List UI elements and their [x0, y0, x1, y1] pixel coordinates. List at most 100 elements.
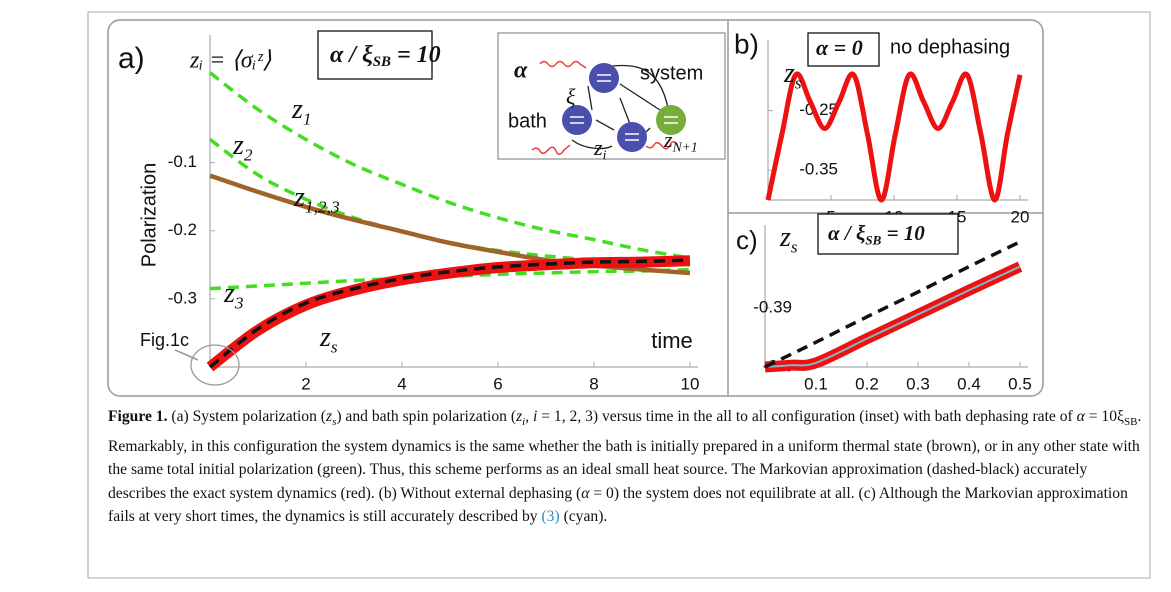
series-line: [208, 71, 691, 260]
y-tick-label: -0.35: [799, 160, 838, 179]
inset-arrows: [571, 64, 669, 150]
series-line: [208, 258, 691, 369]
annotation: Fig.1c: [140, 330, 189, 350]
x-tick-label: 6: [493, 374, 502, 393]
x-tick-label: 0.5: [1008, 374, 1032, 393]
label-text: = 10: [881, 221, 925, 245]
y-tick-label: -0.3: [168, 288, 197, 307]
caption-text: ,: [525, 408, 533, 425]
caption-text: (a) System polarization (: [171, 408, 326, 425]
curve-label: z1: [291, 94, 312, 128]
caption-text: = 1, 2, 3) versus time in the all to all…: [537, 408, 1077, 425]
inset-diagram: α ξ system bath zi zN+1: [497, 32, 726, 163]
curve-label: zs: [783, 58, 802, 92]
plots: 2 4 6 8 10-0.1-0.2-0.3a) zᵢ = ⟨σᵢᶻ⟩ α / ξSB = …: [118, 28, 1032, 393]
inset-label: bath: [508, 110, 547, 132]
label-text: z: [779, 222, 791, 253]
x-tick-label: 2: [301, 374, 310, 393]
label-text: z: [293, 182, 305, 213]
panel-label: c): [736, 225, 758, 255]
label-text: z: [291, 94, 303, 125]
caption-text: α: [1076, 408, 1085, 425]
caption-text: = 10ξ: [1084, 408, 1124, 425]
label-text: α = 0: [816, 35, 863, 60]
caption-text: s: [332, 416, 337, 429]
panel-frame: [107, 19, 1044, 397]
parameter-box: [317, 30, 433, 80]
x-tick-label: 20: [1011, 207, 1030, 226]
label-text: z: [232, 130, 244, 161]
caption-text: i: [533, 408, 538, 425]
series-line: [765, 71, 1023, 203]
inset-label: α: [514, 58, 528, 84]
caption-text: α: [581, 484, 590, 502]
x-tick-label: 10: [681, 374, 700, 393]
caption: Figure 1. (a) System polarization (zs) a…: [108, 405, 1148, 529]
panel-label: a): [118, 42, 145, 75]
caption-text: . Remarkably, in this configuration the …: [108, 408, 1142, 502]
label-subscript: N+1: [672, 140, 698, 155]
curve-label: zs: [319, 322, 338, 356]
curve-label: zs: [779, 222, 798, 256]
label-text: z: [319, 322, 331, 353]
caption-text: z: [516, 408, 523, 425]
system-spin: [656, 105, 686, 135]
caption-text: z: [325, 408, 333, 425]
caption-text: ) and bath spin polarization (: [336, 408, 517, 425]
y-tick-label: -0.2: [168, 220, 197, 239]
parameter-label: α / ξSB = 10: [828, 221, 925, 247]
label-text: z: [663, 127, 673, 152]
label-subscript: s: [795, 73, 802, 92]
curve-label: z3: [223, 278, 244, 312]
label-text: z: [593, 135, 603, 160]
bath-spin: [562, 105, 592, 135]
x-tick-label: 0.4: [957, 374, 981, 393]
inset-label: zN+1: [663, 127, 698, 155]
label-text: z: [223, 278, 235, 309]
panel-label: b): [734, 28, 759, 59]
label-subscript: s: [791, 237, 798, 256]
y-tick-label: -0.25: [799, 100, 838, 119]
inset-frame: [497, 32, 726, 160]
x-axis-label: time: [651, 328, 693, 353]
parameter-box: [817, 213, 959, 255]
label-text: α / ξ: [828, 221, 866, 245]
curve-label: z1,2,3: [293, 182, 340, 216]
inset-label: system: [640, 62, 703, 84]
y-tick-label: -0.1: [168, 152, 197, 171]
label-text: α / ξ: [330, 42, 373, 68]
inset-wiggles: [531, 60, 679, 155]
caption-text: = 0) the system does not equilibrate at …: [108, 484, 1128, 526]
figure-frame: [87, 11, 1151, 579]
x-tick-label: 4: [397, 374, 406, 393]
label-subscript: 3: [234, 293, 244, 312]
zoom-marker: [190, 344, 240, 386]
series-line: [206, 255, 691, 372]
label-subscript: i: [603, 148, 607, 163]
caption-text: i: [522, 416, 526, 429]
inset-label: ξ: [566, 84, 576, 109]
series-line: [764, 265, 1021, 368]
series-line: [764, 261, 1023, 373]
x-tick-label: 0.2: [855, 374, 879, 393]
x-tick-label: 0.1: [804, 374, 828, 393]
formula: zᵢ = ⟨σᵢᶻ⟩: [189, 48, 272, 74]
x-tick-label: 8: [589, 374, 598, 393]
bath-spin: [589, 63, 619, 93]
label-subscript: 1: [303, 109, 312, 128]
bath-spin: [617, 122, 647, 152]
parameter-box: [807, 32, 880, 67]
spin-glyph: [570, 74, 678, 141]
curve-label: z2: [232, 130, 253, 164]
caption-link[interactable]: (3): [541, 508, 560, 526]
x-tick-label: 0.3: [906, 374, 930, 393]
parameter-label: α / ξSB = 10: [330, 42, 441, 71]
label-subscript: SB: [865, 232, 881, 247]
spins: [562, 63, 686, 152]
label-subscript: 1,2,3: [305, 197, 340, 216]
zoom-arrow: [174, 349, 199, 361]
y-tick-label: -0.39: [753, 297, 792, 316]
label-subscript: 2: [244, 145, 253, 164]
y-axis-label: Polarization: [138, 163, 160, 268]
